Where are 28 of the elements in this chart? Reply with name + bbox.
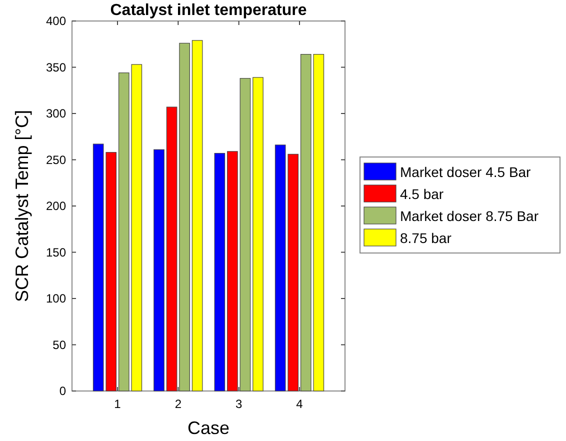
bar — [227, 151, 238, 392]
chart-title: Catalyst inlet temperature — [110, 2, 307, 19]
legend-label: Market doser 8.75 Bar — [400, 208, 539, 224]
y-tick-label: 200 — [46, 199, 66, 214]
bar — [240, 78, 251, 392]
bar — [154, 149, 164, 392]
y-tick-label: 50 — [52, 338, 66, 352]
x-tick-label: 1 — [114, 397, 122, 411]
legend-label: 4.5 bar — [400, 186, 444, 202]
y-tick-label: 100 — [46, 292, 66, 306]
x-tick-label: 4 — [296, 397, 304, 411]
y-tick-label: 350 — [46, 60, 66, 74]
y-tick-label: 150 — [46, 245, 66, 260]
x-tick-label: 2 — [174, 397, 182, 411]
bar — [179, 42, 190, 392]
legend-label: Market doser 4.5 Bar — [400, 164, 532, 180]
legend-label: 8.75 bar — [400, 230, 452, 246]
x-tick-label: 3 — [235, 397, 242, 411]
y-tick-label: 400 — [46, 14, 66, 28]
bar — [252, 77, 264, 392]
bar — [192, 40, 203, 392]
y-tick-label: 0 — [59, 384, 66, 398]
bar — [214, 152, 226, 392]
y-tick-label: 250 — [46, 152, 66, 167]
y-tick-label: 300 — [46, 106, 66, 121]
bar — [166, 106, 178, 392]
y-axis-title: SCR Catalyst Temp [°C] — [12, 110, 32, 302]
x-axis-title: Case — [187, 418, 230, 438]
